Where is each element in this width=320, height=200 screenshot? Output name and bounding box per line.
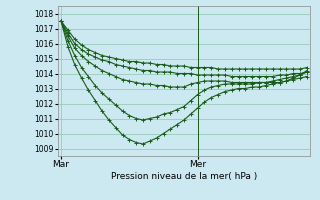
X-axis label: Pression niveau de la mer( hPa ): Pression niveau de la mer( hPa ) [111,172,257,181]
